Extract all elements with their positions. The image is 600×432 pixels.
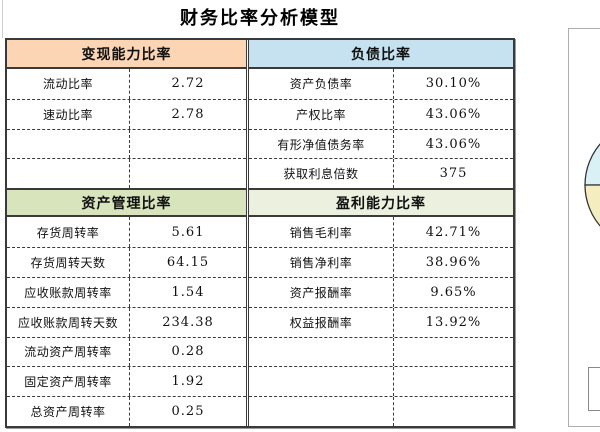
table-row <box>249 366 513 397</box>
financial-ratio-table: 变现能力比率 流动比率 2.72 速动比率 2.78 资产管理比率 存货周转率 5.61 存货周… <box>5 38 515 428</box>
table-row <box>7 158 246 189</box>
row-value-cell: 234.38 <box>162 314 214 330</box>
row-label-cell: 固定资产周转率 <box>7 367 130 397</box>
row-value-cell <box>130 130 246 159</box>
row-label-cell: 产权比率 <box>249 99 394 129</box>
row-label-cell: 总资产周转率 <box>7 397 130 426</box>
table-row: 应收账款周转天数 234.38 <box>7 306 246 337</box>
row-label-cell: 流动资产周转率 <box>7 337 130 367</box>
row-value-cell: 30.10% <box>425 76 482 92</box>
section-header: 资产管理比率 <box>7 188 246 218</box>
row-value-cell <box>394 367 513 396</box>
table-row: 资产负债率 30.10% <box>249 69 513 99</box>
row-value-cell: 0.28 <box>171 344 205 360</box>
row-label-cell <box>7 159 130 189</box>
table-row: 存货周转天数 64.15 <box>7 247 246 277</box>
table-row: 固定资产周转率 1.92 <box>7 366 246 397</box>
page-title: 财务比率分析模型 <box>180 8 340 29</box>
table-row: 产权比率 43.06% <box>249 98 513 129</box>
row-value-cell <box>394 397 513 426</box>
row-label-cell: 获取利息倍数 <box>249 159 394 189</box>
row-value-cell: 375 <box>439 166 468 182</box>
pie-top-slice <box>584 143 600 186</box>
row-value-cell: 1.92 <box>171 374 205 390</box>
spreadsheet-gridline <box>2 0 3 38</box>
section-header: 负债比率 <box>249 40 513 69</box>
row-label-cell: 资产报酬率 <box>249 277 394 307</box>
section-header: 盈利能力比率 <box>249 188 513 218</box>
row-value-cell: 13.92% <box>425 314 482 330</box>
row-value-cell: 0.25 <box>171 404 205 420</box>
row-label-cell: 存货周转率 <box>7 217 130 248</box>
row-value-cell <box>394 338 513 367</box>
row-value-cell: 38.96% <box>425 254 482 270</box>
table-row: 流动比率 2.72 <box>7 69 246 99</box>
row-value-cell: 43.06% <box>425 136 482 152</box>
row-label-cell: 销售净利率 <box>249 248 394 277</box>
table-row: 权益报酬率 13.92% <box>249 306 513 337</box>
table-row: 有形净值债务率 43.06% <box>249 128 513 159</box>
table-row: 速动比率 2.78 <box>7 98 246 129</box>
table-row <box>7 128 246 159</box>
row-value-cell: 9.65% <box>430 284 477 300</box>
table-row: 总资产周转率 0.25 <box>7 396 246 426</box>
table-row: 资产报酬率 9.65% <box>249 276 513 307</box>
table-row <box>249 396 513 426</box>
row-label-cell <box>249 367 394 397</box>
row-label-cell: 速动比率 <box>7 99 130 129</box>
row-label-cell: 销售毛利率 <box>249 217 394 248</box>
table-right-half: 负债比率 资产负债率 30.10% 产权比率 43.06% 有形净值债务率 43.06% 获取… <box>249 40 513 426</box>
table-left-half: 变现能力比率 流动比率 2.72 速动比率 2.78 资产管理比率 存货周转率 5.61 存货周… <box>7 40 249 426</box>
row-value-cell: 42.71% <box>425 224 482 240</box>
pie-bottom-slice <box>584 184 600 227</box>
legend-box <box>588 367 600 411</box>
row-label-cell <box>249 397 394 426</box>
section-header: 变现能力比率 <box>7 40 246 69</box>
table-row <box>249 336 513 367</box>
row-label-cell <box>249 337 394 367</box>
row-label-cell: 资产负债率 <box>249 69 394 99</box>
table-row: 销售毛利率 42.71% <box>249 217 513 248</box>
chart-panel <box>568 28 600 427</box>
row-label-cell: 应收账款周转率 <box>7 277 130 307</box>
row-label-cell: 有形净值债务率 <box>249 129 394 159</box>
table-row: 存货周转率 5.61 <box>7 217 246 248</box>
row-label-cell <box>7 129 130 159</box>
pie-chart <box>584 143 600 227</box>
row-label-cell: 存货周转天数 <box>7 248 130 277</box>
row-value-cell: 2.78 <box>171 106 205 122</box>
row-value-cell: 5.61 <box>171 224 205 240</box>
table-row: 销售净利率 38.96% <box>249 247 513 277</box>
table-row: 应收账款周转率 1.54 <box>7 276 246 307</box>
table-row: 获取利息倍数 375 <box>249 158 513 189</box>
row-value-cell: 43.06% <box>425 106 482 122</box>
row-value-cell <box>130 159 246 188</box>
row-value-cell: 2.72 <box>171 76 205 92</box>
row-label-cell: 应收账款周转天数 <box>7 307 130 337</box>
table-row: 流动资产周转率 0.28 <box>7 336 246 367</box>
row-label-cell: 流动比率 <box>7 69 130 99</box>
row-value-cell: 64.15 <box>166 254 210 270</box>
row-value-cell: 1.54 <box>171 284 205 300</box>
row-label-cell: 权益报酬率 <box>249 307 394 337</box>
